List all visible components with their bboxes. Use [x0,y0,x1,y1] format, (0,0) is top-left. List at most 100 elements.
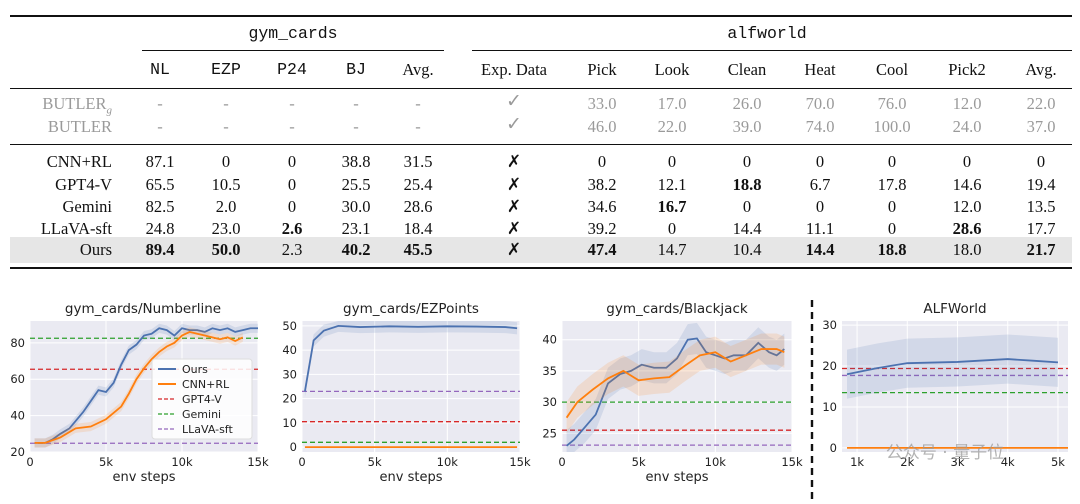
table-cell: 46.0 [587,117,617,136]
series-band-ours [304,321,518,398]
table-cell: 0 [815,197,825,216]
table-cell: 50.0 [211,240,241,259]
table-cell: 17.0 [657,94,687,113]
header-rule [10,88,1072,89]
x-tick-label: 2k [900,455,914,469]
table-cell: 0 [287,197,297,216]
legend-label: Ours [182,363,208,376]
table-cell: 0 [962,152,972,171]
table-cell: 2.6 [281,219,303,238]
y-tick-label: 40 [542,333,557,347]
chart-title: gym_cards/Blackjack [606,301,748,317]
bottom-rule [10,267,1072,269]
row-label: Gemini [63,197,113,217]
row-label-text: GPT4-V [55,175,112,194]
exp-data-mark: ✗ [506,175,522,195]
table-cell: 10.4 [732,240,762,259]
chart-title: gym_cards/EZPoints [343,301,479,317]
table-cell: 37.0 [1026,117,1056,136]
column-header: Avg. [402,60,434,79]
y-tick-label: 30 [282,367,297,381]
y-tick-label: 35 [542,364,557,378]
table-cell: 18.0 [952,240,982,259]
table-cell: 14.7 [657,240,687,259]
row-label-text: CNN+RL [46,152,112,171]
top-rule [10,15,1072,17]
table-cell: 0 [287,152,297,171]
table-cell: - [415,117,421,136]
table-cell: 18.4 [403,219,433,238]
x-tick-label: 15k [247,455,269,469]
y-tick-label: 0 [830,441,837,455]
row-label: BUTLER [48,117,112,137]
x-tick-label: 3k [951,455,965,469]
table-cell: 76.0 [877,94,907,113]
row-label-text: LLaVA-sft [40,219,112,238]
table-cell: 40.2 [341,240,371,259]
y-tick-label: 25 [542,426,557,440]
table-cell: 26.0 [732,94,762,113]
y-tick-label: 20 [282,392,297,406]
y-tick-label: 30 [822,318,837,332]
exp-data-mark: ✗ [506,197,522,217]
table-cell: 33.0 [587,94,617,113]
group-gym-cards: gym_cards [248,24,338,43]
table-cell: 21.7 [1026,240,1056,259]
row-label: GPT4-V [55,175,112,195]
x-tick-label: 0 [558,455,565,469]
table-cell: 0 [887,152,897,171]
exp-data-mark: ✗ [506,152,522,172]
row-label: Ours [80,240,112,260]
column-header: Pick2 [948,60,986,79]
table-cell: 0 [667,219,677,238]
legend-label: LLaVA-sft [182,423,233,436]
column-header: Clean [727,60,767,79]
table-cell: 0 [1036,152,1046,171]
mid-rule [10,144,1072,146]
table-cell: 0 [287,175,297,194]
row-label: CNN+RL [47,152,112,172]
table-cell: 10.5 [211,175,241,194]
table-cell: - [223,117,229,136]
x-tick-label: 10k [171,455,193,469]
table-cell: 14.4 [732,219,762,238]
y-tick-label: 80 [10,336,25,350]
y-tick-label: 60 [10,372,25,386]
row-label-text: BUTLER [42,94,107,113]
legend-label: GPT4-V [182,393,222,406]
column-header: Pick [587,60,617,79]
table-cell: 39.2 [587,219,617,238]
column-header: Cool [875,60,909,79]
table-cell: 12.0 [952,197,982,216]
table-cell: - [223,94,229,113]
table-cell: - [289,117,295,136]
row-label-subscript: g [106,104,113,117]
watermark: 公众号 · 量子位 [886,443,1004,463]
results-table: gym_cards alfworld NL EZP P24 BJ Avg. Exp. Da… [10,15,1072,269]
y-tick-label: 40 [282,343,297,357]
table-cell: 45.5 [403,240,433,259]
row-label: LLaVA-sft [41,219,112,239]
x-tick-label: 1k [850,455,864,469]
column-header: P24 [277,60,307,79]
x-tick-label: 4k [1001,455,1015,469]
table-cell: 13.5 [1026,197,1056,216]
x-axis-label: env steps [113,470,176,485]
table-cell: 0 [742,152,752,171]
legend-box [151,358,253,440]
table-cell: 12.0 [952,94,982,113]
table-cell: 28.6 [952,219,982,238]
table-cell: 23.1 [341,219,371,238]
series-band-ours [34,323,259,448]
table-cell: - [289,94,295,113]
y-tick-label: 20 [822,359,837,373]
table-cell: 11.1 [805,219,835,238]
plot-area [302,321,520,452]
table-cell: - [415,94,421,113]
x-tick-label: 0 [26,455,33,469]
table-cell: 18.8 [877,240,907,259]
table-cell: 28.6 [403,197,433,216]
table-cell: 65.5 [145,175,175,194]
table-cell: 25.4 [403,175,433,194]
table-cell: 0 [887,197,897,216]
